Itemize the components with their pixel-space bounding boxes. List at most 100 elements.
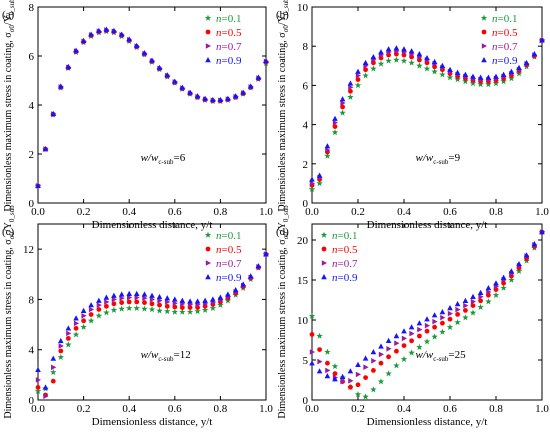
data-point [164,295,171,301]
data-point [232,287,239,293]
data-point [462,78,469,85]
annotation-value: =9 [448,152,460,164]
data-point [179,308,186,315]
data-point [400,355,408,362]
data-point [355,371,361,378]
x-tick-label: 0.8 [489,206,503,218]
data-point [492,80,500,87]
data-point [440,320,445,326]
annotation-main: w/w [141,349,159,361]
data-point [332,376,338,382]
data-point [416,343,423,350]
data-point [423,65,431,72]
data-point [57,353,65,361]
data-point [424,322,430,329]
data-point [324,348,331,355]
x-tick-label: 0.6 [443,403,457,415]
data-point [401,46,407,52]
data-point [439,71,446,78]
data-point [462,71,469,77]
data-point [377,60,385,67]
annotation-sub: c-sub [158,355,174,363]
data-point [225,291,231,297]
series-n=0.9 [309,229,545,382]
annotation-sub: c-sub [433,158,449,166]
x-tick-label: 1.0 [259,403,273,415]
y-axis-label-sub: σ0 [282,25,290,33]
data-point [172,304,178,310]
data-point [485,74,492,80]
legend-label: n=0.9 [216,55,242,67]
data-point [325,147,331,153]
data-point [331,129,339,136]
x-tick-label: 1.0 [535,206,549,218]
data-point [316,332,323,339]
panel-b: 0.0 0.2 0.4 0.6 0.8 1.0 0 2 4 6 8 10 (b) Dimensionles… [276,0,549,231]
data-point [332,119,338,126]
data-point [96,307,102,312]
data-point [325,367,331,374]
x-tick-label: 0.4 [122,206,136,218]
annotation-sub: c-sub [433,355,449,363]
legend-value: =0.1 [222,13,242,25]
data-point [210,296,216,302]
data-point [416,51,423,57]
data-point [478,298,483,304]
data-point [164,303,170,309]
legend-value: =0.5 [222,244,242,256]
x-tick-label: 0.2 [351,403,365,415]
legend-marker [481,43,487,49]
data-point [470,73,476,79]
legend-label: n=0.7 [216,41,242,53]
data-point [463,308,468,313]
data-point [409,330,415,337]
legend-value: =0.5 [498,27,518,39]
x-axis-label: Dimensionless distance, y/t [92,416,213,428]
data-point [355,77,361,82]
panel-label: (d) [276,226,289,238]
data-point [96,27,102,33]
legend-var: n [216,55,222,67]
data-point [394,348,399,354]
y-tick-label: 20 [297,235,309,247]
legend-value: =0.5 [222,27,242,39]
data-point [134,299,140,305]
data-point [508,68,515,74]
data-point [408,349,415,356]
data-point [73,320,80,327]
series-n=0.7 [35,251,269,400]
legend-label: n=0.1 [216,13,241,25]
data-point [477,74,484,80]
data-point [331,363,339,370]
data-point [133,304,140,311]
x-tick-label: 0.0 [305,206,319,218]
legend-label: n=0.7 [216,258,242,270]
legend: n=0.1 n =0.5 n=0.7 n=0.9 [204,13,242,67]
legend-marker [205,260,211,266]
data-point [309,360,315,366]
data-point [149,296,155,303]
legend: n=0.1n=0.5n=0.7n=0.9 [480,13,518,67]
legend-var: n [216,244,222,256]
data-point [378,351,384,358]
legend-value: =0.9 [498,55,518,67]
data-point [316,172,323,178]
legend-value: =0.7 [338,258,358,270]
data-point [354,391,362,398]
y-tick-label: 0 [303,395,309,407]
data-point [133,42,140,48]
data-point [371,358,377,364]
legend-value: =0.9 [222,55,242,67]
data-point [50,110,57,117]
data-point [58,337,64,344]
annotation-value: =12 [174,349,191,361]
data-point [417,333,422,339]
data-point [247,83,254,89]
data-point [157,302,162,308]
data-point [126,36,132,42]
legend-marker [204,14,212,21]
ratio-annotation: w/wc-sub=12 [141,349,191,363]
data-point [500,284,507,291]
y-tick-label: 8 [29,294,35,306]
data-point [447,310,453,317]
